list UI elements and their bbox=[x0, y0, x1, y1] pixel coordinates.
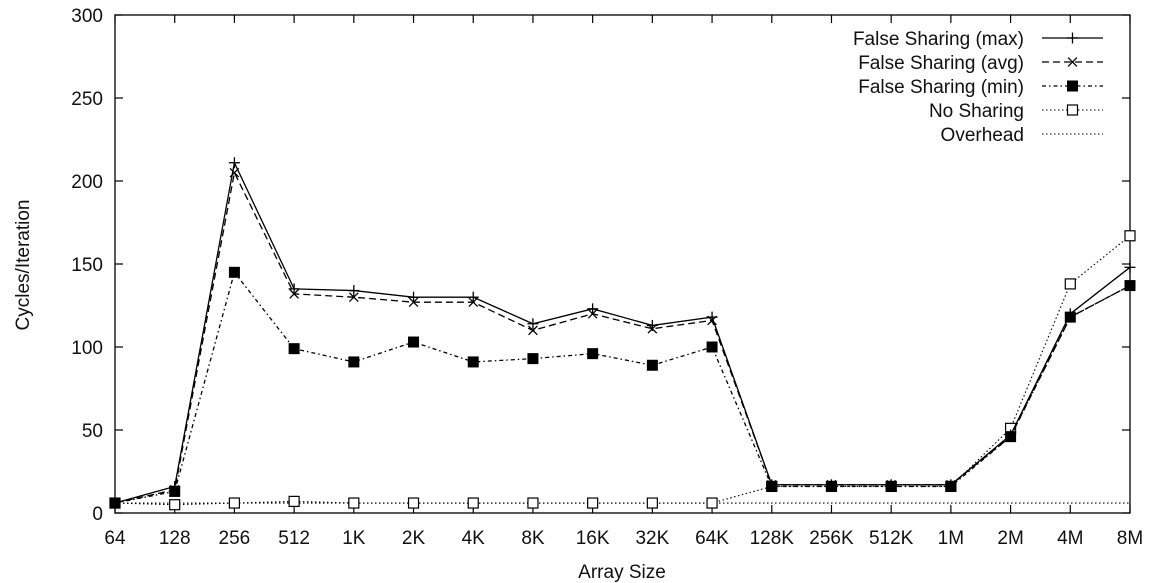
y-tick-label: 150 bbox=[71, 255, 103, 276]
series-line bbox=[114, 270, 1131, 504]
legend-label: False Sharing (max) bbox=[853, 29, 1024, 50]
data-point bbox=[527, 318, 539, 330]
data-point bbox=[288, 343, 300, 355]
data-point bbox=[408, 291, 420, 303]
y-axis-title: Cycles/Iteration bbox=[13, 200, 34, 331]
y-axis: 0 50 100 150 200 250 300 bbox=[71, 6, 1130, 525]
y-tick-label: 100 bbox=[71, 338, 103, 359]
legend-marker bbox=[1067, 32, 1078, 44]
data-point bbox=[288, 495, 300, 507]
x-tick-label: 64K bbox=[695, 528, 729, 549]
x-tick-label: 8K bbox=[521, 528, 545, 549]
legend-item: Overhead bbox=[941, 125, 1103, 146]
legend-item: False Sharing (min) bbox=[858, 77, 1103, 98]
x-tick-label: 1M bbox=[938, 528, 964, 549]
x-tick-label: 4M bbox=[1057, 528, 1083, 549]
data-point bbox=[1124, 230, 1136, 242]
series-layer bbox=[109, 157, 1136, 511]
series-no-sharing bbox=[109, 230, 1136, 511]
data-point bbox=[706, 341, 718, 353]
x-tick-label: 64 bbox=[104, 528, 126, 549]
legend-marker bbox=[1066, 104, 1079, 116]
data-point bbox=[169, 480, 181, 492]
series-false-sharing-min bbox=[109, 266, 1136, 509]
data-point bbox=[348, 285, 360, 297]
data-point bbox=[646, 319, 658, 331]
data-point bbox=[407, 497, 420, 509]
data-point bbox=[1124, 261, 1136, 273]
data-point bbox=[587, 348, 599, 360]
legend-label: False Sharing (avg) bbox=[858, 53, 1024, 74]
data-point bbox=[706, 497, 718, 509]
legend-marker bbox=[1067, 80, 1078, 92]
data-point bbox=[408, 336, 420, 348]
data-point bbox=[467, 291, 479, 303]
y-tick-label: 250 bbox=[71, 89, 103, 110]
y-tick-label: 300 bbox=[71, 6, 103, 27]
x-tick-label: 32K bbox=[635, 528, 669, 549]
x-tick-label: 1K bbox=[342, 528, 366, 549]
data-point bbox=[467, 497, 479, 509]
x-tick-label: 512 bbox=[278, 528, 310, 549]
x-tick-label: 512K bbox=[869, 528, 914, 549]
data-point bbox=[646, 359, 658, 371]
data-point bbox=[527, 497, 539, 509]
data-point bbox=[528, 325, 538, 336]
x-tick-label: 256 bbox=[219, 528, 251, 549]
legend: False Sharing (max) False Sharing (avg) Fa… bbox=[853, 29, 1103, 146]
legend-item: False Sharing (max) bbox=[853, 29, 1103, 50]
x-axis: 64 128 256 512 1K 2K 4K 8K 16K 32K 64K 128K 256K 512K… bbox=[104, 15, 1143, 549]
series-false-sharing-max bbox=[109, 157, 1136, 509]
y-tick-label: 50 bbox=[82, 421, 103, 442]
legend-label: False Sharing (min) bbox=[858, 77, 1024, 98]
x-tick-label: 2M bbox=[997, 528, 1023, 549]
x-tick-label: 2K bbox=[402, 528, 426, 549]
data-point bbox=[587, 497, 599, 509]
series-line bbox=[114, 160, 1131, 504]
legend-item: No Sharing bbox=[929, 101, 1103, 122]
x-tick-label: 4K bbox=[462, 528, 486, 549]
x-tick-label: 128 bbox=[159, 528, 191, 549]
data-point bbox=[348, 292, 359, 303]
data-point bbox=[228, 497, 241, 509]
data-point bbox=[706, 311, 718, 323]
data-point bbox=[825, 479, 837, 491]
data-point bbox=[348, 356, 360, 368]
data-point bbox=[288, 283, 300, 295]
data-point bbox=[228, 266, 240, 278]
legend-label: Overhead bbox=[941, 125, 1024, 146]
data-point bbox=[467, 356, 479, 368]
legend-marker bbox=[1067, 57, 1078, 67]
legend-label: No Sharing bbox=[929, 101, 1024, 122]
legend-item: False Sharing (avg) bbox=[858, 53, 1103, 74]
data-point bbox=[527, 353, 539, 365]
data-point bbox=[1064, 308, 1076, 320]
x-tick-label: 8M bbox=[1117, 528, 1143, 549]
y-tick-label: 200 bbox=[71, 172, 103, 193]
data-point bbox=[646, 497, 658, 509]
data-point bbox=[945, 479, 957, 491]
data-point bbox=[1005, 429, 1017, 441]
data-point bbox=[348, 497, 360, 509]
data-point bbox=[109, 497, 121, 509]
series-line bbox=[114, 170, 1131, 504]
data-point bbox=[1125, 280, 1135, 291]
x-axis-title: Array Size bbox=[578, 562, 666, 583]
data-point bbox=[885, 479, 897, 491]
data-point bbox=[169, 499, 181, 511]
data-point bbox=[1064, 278, 1076, 290]
x-tick-label: 256K bbox=[809, 528, 854, 549]
data-point bbox=[228, 157, 240, 169]
x-tick-label: 16K bbox=[576, 528, 610, 549]
data-point bbox=[587, 303, 599, 315]
y-tick-label: 0 bbox=[92, 504, 103, 525]
data-point bbox=[766, 479, 778, 491]
x-tick-label: 128K bbox=[750, 528, 795, 549]
